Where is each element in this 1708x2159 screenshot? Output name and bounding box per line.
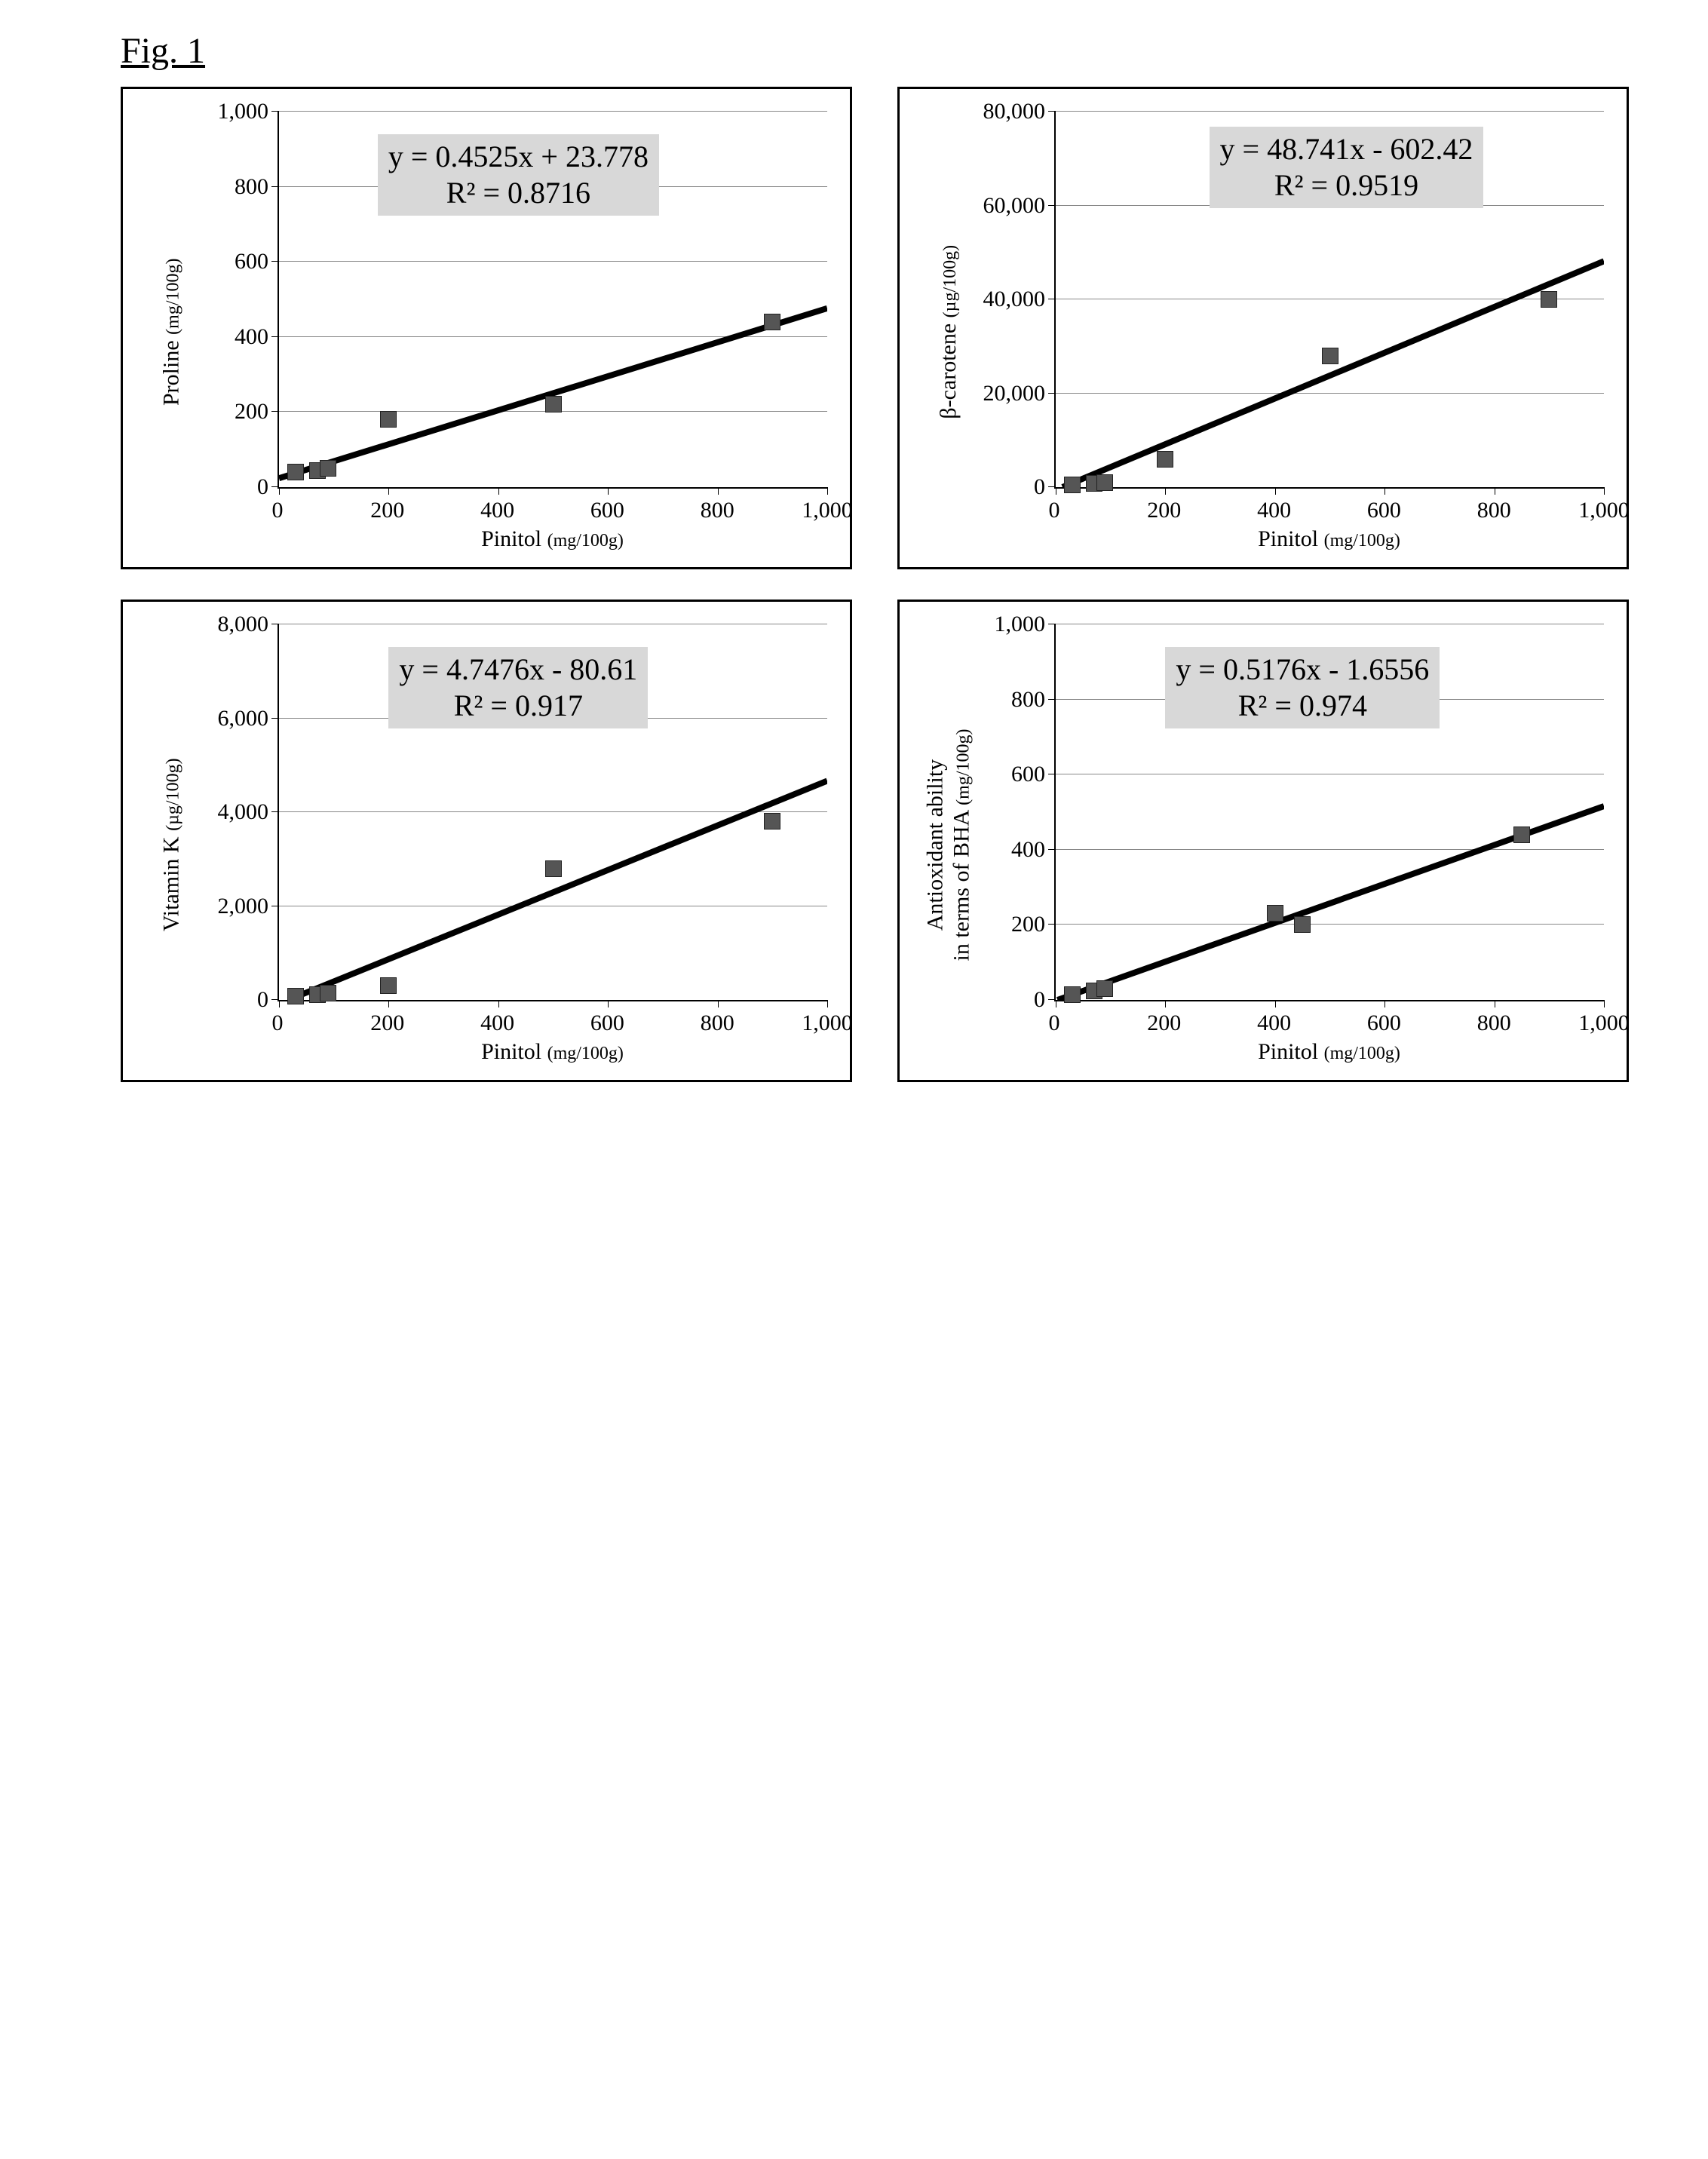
x-axis-label: Pinitol (mg/100g) <box>1054 523 1604 552</box>
x-tick-label: 400 <box>480 498 514 523</box>
regression-equation: y = 4.7476x - 80.61R² = 0.917 <box>388 647 648 728</box>
x-tick-label: 0 <box>1049 498 1060 523</box>
x-tick-label: 200 <box>1147 1010 1181 1036</box>
chart-grid: Proline (mg/100g)02004006008001,000y = 0… <box>121 87 1629 1082</box>
y-tick-label: 600 <box>1011 762 1045 787</box>
y-tick-label: 8,000 <box>218 612 269 637</box>
data-marker <box>1294 916 1311 933</box>
regression-equation: y = 0.5176x - 1.6556R² = 0.974 <box>1165 647 1440 728</box>
data-marker <box>320 460 336 477</box>
y-tick-label: 80,000 <box>983 99 1046 124</box>
x-tick-label: 400 <box>1257 1010 1291 1036</box>
data-marker <box>764 813 780 830</box>
x-tick-label: 600 <box>1367 498 1401 523</box>
y-tick-label: 800 <box>235 174 268 200</box>
y-axis-label: β-carotene (µg/100g) <box>936 245 962 419</box>
chart-panel-antiox: Antioxidant ability in terms of BHA (mg/… <box>897 600 1629 1082</box>
y-tick-label: 600 <box>235 249 268 274</box>
figure-label: Fig. 1 <box>121 30 1678 72</box>
y-tick-label: 0 <box>1034 474 1045 500</box>
plot-area: 02004006008001,000y = 0.4525x + 23.778R²… <box>278 112 827 489</box>
x-tick-label: 800 <box>701 1010 734 1036</box>
data-marker <box>320 985 336 1001</box>
x-tick-label: 600 <box>1367 1010 1401 1036</box>
chart-panel-proline: Proline (mg/100g)02004006008001,000y = 0… <box>121 87 852 569</box>
data-marker <box>1064 986 1081 1003</box>
y-axis-label: Proline (mg/100g) <box>159 258 186 406</box>
x-tick-label: 1,000 <box>802 498 853 523</box>
x-tick-label: 0 <box>1049 1010 1060 1036</box>
x-tick-label: 600 <box>590 498 624 523</box>
y-tick-label: 1,000 <box>995 612 1046 637</box>
x-tick-label: 1,000 <box>1578 1010 1630 1036</box>
regression-equation: y = 48.741x - 602.42R² = 0.9519 <box>1210 127 1484 208</box>
x-tick-label: 800 <box>1477 1010 1511 1036</box>
x-tick-label: 800 <box>701 498 734 523</box>
chart-panel-bcarotene: β-carotene (µg/100g)020,00040,00060,0008… <box>897 87 1629 569</box>
x-tick-label: 1,000 <box>802 1010 853 1036</box>
y-tick-label: 40,000 <box>983 287 1046 312</box>
x-axis-label: Pinitol (mg/100g) <box>278 523 827 552</box>
y-tick-label: 0 <box>257 474 268 500</box>
data-marker <box>1096 980 1113 997</box>
y-tick-label: 60,000 <box>983 193 1046 219</box>
y-tick-label: 800 <box>1011 687 1045 713</box>
plot-area: 02,0004,0006,0008,000y = 4.7476x - 80.61… <box>278 624 827 1001</box>
x-tick-label: 600 <box>590 1010 624 1036</box>
x-axis-label: Pinitol (mg/100g) <box>1054 1036 1604 1065</box>
x-tick-label: 0 <box>272 498 284 523</box>
y-tick-label: 1,000 <box>218 99 269 124</box>
y-tick-label: 4,000 <box>218 799 269 825</box>
plot-area: 020,00040,00060,00080,000y = 48.741x - 6… <box>1054 112 1604 489</box>
x-axis-label: Pinitol (mg/100g) <box>278 1036 827 1065</box>
y-axis-label: Antioxidant ability in terms of BHA (mg/… <box>923 728 975 961</box>
data-marker <box>1096 474 1113 491</box>
x-tick-label: 1,000 <box>1578 498 1630 523</box>
data-marker <box>380 411 397 428</box>
chart-panel-vitk: Vitamin K (µg/100g)02,0004,0006,0008,000… <box>121 600 852 1082</box>
y-tick-label: 2,000 <box>218 894 269 919</box>
y-tick-label: 6,000 <box>218 706 269 731</box>
data-marker <box>287 988 304 1004</box>
regression-equation: y = 0.4525x + 23.778R² = 0.8716 <box>378 134 659 216</box>
x-tick-label: 200 <box>370 498 404 523</box>
x-tick-label: 800 <box>1477 498 1511 523</box>
x-tick-label: 200 <box>370 1010 404 1036</box>
data-marker <box>1322 348 1338 364</box>
data-marker <box>545 396 562 412</box>
y-tick-label: 200 <box>1011 912 1045 937</box>
data-marker <box>1513 826 1530 843</box>
data-marker <box>1541 291 1557 308</box>
x-tick-label: 200 <box>1147 498 1181 523</box>
y-tick-label: 400 <box>1011 837 1045 863</box>
data-marker <box>764 314 780 330</box>
x-tick-label: 0 <box>272 1010 284 1036</box>
data-marker <box>1267 905 1283 922</box>
y-tick-label: 400 <box>235 324 268 350</box>
x-tick-label: 400 <box>1257 498 1291 523</box>
y-tick-label: 20,000 <box>983 381 1046 406</box>
data-marker <box>545 860 562 877</box>
data-marker <box>1064 477 1081 493</box>
y-axis-label: Vitamin K (µg/100g) <box>159 758 186 931</box>
y-tick-label: 200 <box>235 399 268 425</box>
data-marker <box>287 464 304 480</box>
y-tick-label: 0 <box>257 987 268 1013</box>
plot-area: 02004006008001,000y = 0.5176x - 1.6556R²… <box>1054 624 1604 1001</box>
x-tick-label: 400 <box>480 1010 514 1036</box>
data-marker <box>1157 451 1173 468</box>
data-marker <box>380 977 397 994</box>
y-tick-label: 0 <box>1034 987 1045 1013</box>
